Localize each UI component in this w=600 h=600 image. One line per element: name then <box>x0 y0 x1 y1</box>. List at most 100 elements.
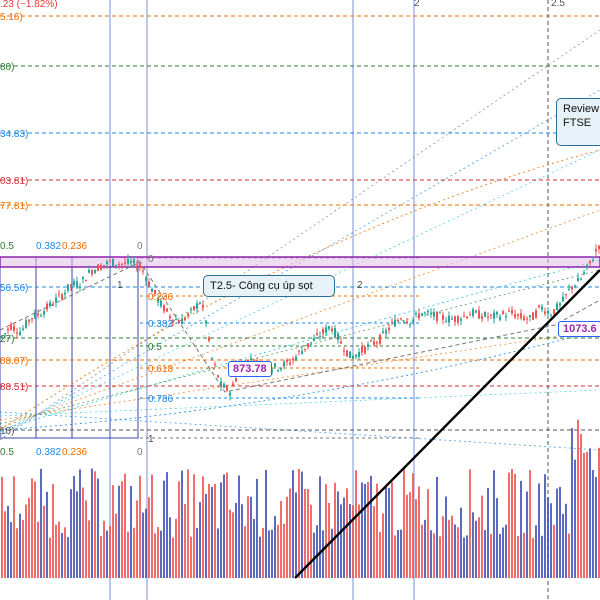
candle-body <box>223 383 225 388</box>
fib-ratio-bottom-label: 0.5 <box>0 447 14 458</box>
volume-bar <box>229 509 231 578</box>
candle-body <box>70 284 72 286</box>
candle-body <box>568 288 570 290</box>
volume-bar <box>202 476 204 578</box>
candle-body <box>163 305 165 312</box>
volume-bar <box>541 535 543 578</box>
candle-body <box>574 285 576 287</box>
volume-bar <box>184 504 186 578</box>
volume-bar <box>466 535 468 578</box>
fib-ratio-top-label: 0 <box>137 241 143 252</box>
candle-body <box>325 327 327 334</box>
volume-bar <box>406 494 408 578</box>
volume-bar <box>571 428 573 578</box>
candle-body <box>559 303 561 306</box>
fib-ratio-top-label: 0.5 <box>0 241 14 252</box>
candle-body <box>94 270 96 273</box>
candle-body <box>31 318 33 320</box>
candle-body <box>160 300 162 307</box>
volume-bar <box>409 492 411 578</box>
volume-bar <box>568 533 570 578</box>
candle-body <box>346 350 348 357</box>
candle-body <box>376 342 378 344</box>
candle-body <box>34 311 36 318</box>
volume-bar <box>340 504 342 578</box>
candle-body <box>100 265 102 271</box>
volume-bar <box>250 496 252 578</box>
volume-bar <box>463 537 465 578</box>
volume-bar <box>151 474 153 578</box>
volume-bar <box>199 502 201 578</box>
candle-body <box>82 277 84 280</box>
candle-body <box>208 337 210 341</box>
fib-level-label: 56.56) <box>0 283 28 294</box>
candle-body <box>277 370 279 372</box>
candle-body <box>562 296 564 302</box>
volume-bar <box>439 536 441 578</box>
low-price-tag: 873.78 <box>228 361 272 377</box>
candle-body <box>391 321 393 323</box>
candle-body <box>190 308 192 310</box>
candle-body <box>466 316 468 319</box>
volume-bar <box>121 481 123 578</box>
candle-body <box>142 270 144 272</box>
volume-bar <box>13 476 15 578</box>
volume-bar <box>163 480 165 578</box>
volume-bar <box>508 472 510 578</box>
candle-body <box>220 381 222 387</box>
candle-body <box>4 333 6 335</box>
candle-body <box>211 357 213 359</box>
volume-bar <box>346 488 348 578</box>
volume-bar <box>10 522 12 578</box>
candle-body <box>349 351 351 359</box>
volume-bar <box>538 483 540 578</box>
candle-body <box>55 297 57 303</box>
candle-body <box>328 326 330 329</box>
candle-body <box>586 264 588 268</box>
volume-bar <box>457 527 459 578</box>
tool-callout[interactable]: T2.5- Công cụ úp sọt <box>203 275 335 297</box>
candle-body <box>298 350 300 352</box>
volume-bar <box>286 496 288 578</box>
volume-bar <box>310 504 312 578</box>
volume-bar <box>277 524 279 578</box>
volume-bar <box>319 476 321 578</box>
review-callout[interactable]: Review FTSE <box>556 98 600 146</box>
marker-1: 1 <box>117 280 123 291</box>
fan-line <box>0 389 600 417</box>
volume-bar <box>127 531 129 578</box>
volume-bar <box>154 533 156 578</box>
candle-body <box>88 269 90 273</box>
candle-body <box>370 340 372 342</box>
volume-bar <box>370 475 372 578</box>
volume-bar <box>373 506 375 578</box>
candle-body <box>109 260 111 262</box>
volume-bar <box>160 530 162 578</box>
candle-body <box>436 311 438 322</box>
candle-body <box>580 278 582 280</box>
candle-body <box>169 316 171 319</box>
candle-body <box>529 315 531 317</box>
volume-bar <box>112 485 114 578</box>
candle-body <box>133 259 135 264</box>
volume-bar <box>559 486 561 578</box>
volume-bar <box>328 503 330 578</box>
fan-line <box>0 209 600 429</box>
candle-body <box>19 331 21 336</box>
volume-bar <box>415 499 417 578</box>
candle-body <box>193 306 195 310</box>
candle-body <box>535 310 537 318</box>
volume-bar <box>496 498 498 578</box>
volume-bar <box>70 489 72 578</box>
volume-bar <box>217 528 219 578</box>
fib-horizontal-levels <box>0 15 600 439</box>
candle-body <box>385 330 387 334</box>
candle-body <box>316 333 318 335</box>
volume-bar <box>550 503 552 578</box>
candle-body <box>43 311 45 315</box>
candle-body <box>40 315 42 317</box>
candle-body <box>514 314 516 318</box>
tool-callout-text: T2.5- Công cụ úp sọt <box>210 280 313 292</box>
candle-body <box>28 319 30 322</box>
